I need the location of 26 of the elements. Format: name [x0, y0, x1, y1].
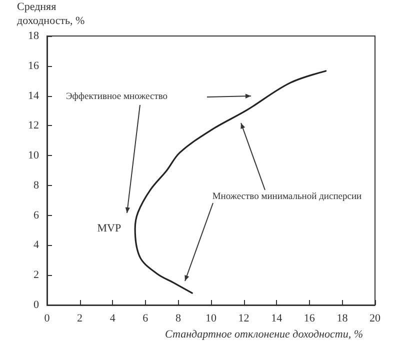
x-tick-label: 12 — [238, 312, 250, 324]
annotation: Множество минимальной дисперсии — [212, 192, 362, 202]
y-tick-label: 0 — [34, 299, 40, 311]
y-axis-title: Средняя доходность, % — [17, 1, 85, 27]
x-tick-label: 14 — [271, 312, 283, 324]
x-tick-label: 18 — [336, 312, 348, 324]
y-tick-label: 8 — [34, 179, 40, 192]
x-tick-label: 10 — [206, 312, 217, 324]
x-tick-label: 6 — [142, 312, 149, 324]
x-axis-title: Стандартное отклонение доходности, % — [165, 328, 363, 340]
x-tick-label: 20 — [370, 312, 381, 324]
y-tick-label: 18 — [28, 30, 40, 42]
y-tick-label: 12 — [28, 120, 39, 132]
x-tick-label: 8 — [175, 312, 182, 324]
y-tick-label: 16 — [28, 60, 40, 72]
y-tick-label: 2 — [34, 269, 39, 282]
y-tick-label: 4 — [34, 239, 40, 252]
x-tick-label: 16 — [304, 312, 316, 324]
annotation: Эффективное множество — [66, 92, 168, 102]
annotation: MVP — [97, 222, 122, 234]
x-tick-label: 0 — [44, 312, 50, 324]
x-tick-label: 2 — [77, 312, 83, 324]
y-tick-label: 6 — [34, 209, 40, 222]
y-tick-label: 14 — [28, 90, 40, 102]
x-tick-label: 4 — [110, 312, 116, 324]
y-tick-label: 10 — [28, 150, 40, 162]
